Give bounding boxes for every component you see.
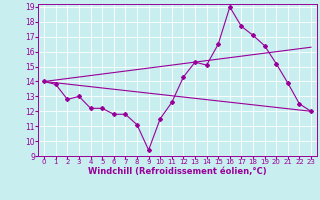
X-axis label: Windchill (Refroidissement éolien,°C): Windchill (Refroidissement éolien,°C) <box>88 167 267 176</box>
